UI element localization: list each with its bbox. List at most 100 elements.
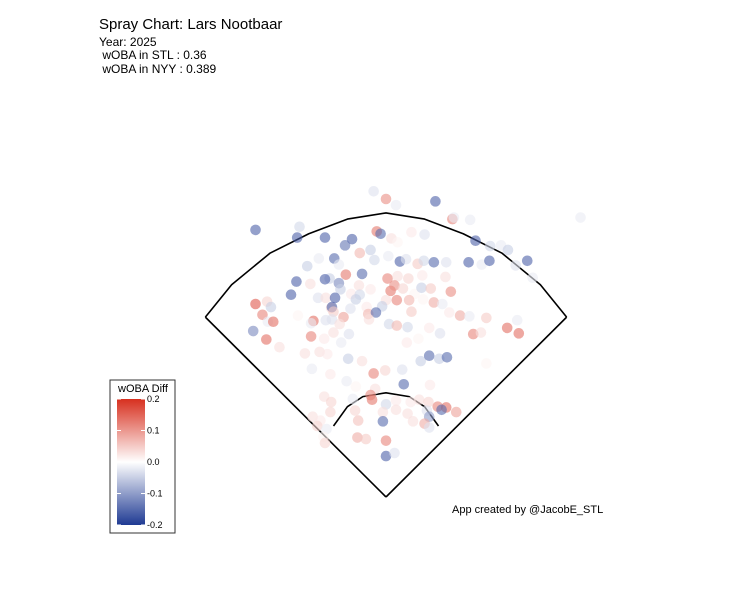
batted-ball-point <box>403 273 414 284</box>
batted-ball-point <box>428 257 440 268</box>
batted-ball-point <box>391 294 403 306</box>
batted-ball-point <box>305 331 317 342</box>
batted-ball-point <box>423 422 435 433</box>
batted-ball-point <box>450 406 462 418</box>
batted-ball-point <box>341 375 352 387</box>
left-foul-line <box>204 316 387 498</box>
batted-ball-point <box>301 260 313 272</box>
batted-ball-point <box>425 283 437 294</box>
batted-ball-point <box>423 350 435 362</box>
batted-ball-point <box>511 314 523 326</box>
batted-ball-point <box>463 257 474 268</box>
batted-ball-point <box>329 292 341 304</box>
batted-ball-point <box>325 406 336 418</box>
batted-ball-point <box>365 244 376 256</box>
batted-ball-point <box>319 273 331 285</box>
batted-ball-point <box>250 298 261 310</box>
batted-ball-point <box>360 433 372 445</box>
batted-ball-point <box>368 185 379 197</box>
batted-ball-point <box>436 404 447 416</box>
legend-tick-label: -0.1 <box>147 489 163 499</box>
batted-ball-point <box>274 341 285 353</box>
batted-ball-point <box>383 250 394 262</box>
batted-ball-point <box>267 316 279 328</box>
batted-ball-point <box>417 294 429 305</box>
batted-ball-point <box>392 270 403 282</box>
batted-ball-point <box>294 221 305 233</box>
legend-colorbar <box>117 399 145 525</box>
batted-ball-point <box>481 358 492 369</box>
batted-ball-point <box>347 393 359 405</box>
batted-ball-point <box>405 396 417 408</box>
batted-ball-point <box>407 416 419 427</box>
color-legend: wOBA Diff 0.2 0.1 0.0 -0.1 -0.2 <box>109 379 176 534</box>
batted-ball-point <box>440 257 452 268</box>
legend-tick-label: 0.1 <box>147 426 160 436</box>
batted-ball-point <box>328 327 339 338</box>
subtitle-woba-nyy: wOBA in NYY : 0.389 <box>99 62 217 76</box>
batted-ball-point <box>346 233 358 245</box>
batted-ball-point <box>369 254 380 266</box>
batted-ball-point <box>340 269 352 280</box>
batted-ball-point <box>464 214 476 226</box>
batted-ball-point <box>363 314 375 325</box>
batted-ball-point <box>390 404 402 416</box>
batted-ball-point <box>335 284 346 295</box>
batted-ball-point <box>312 292 324 304</box>
batted-ball-point <box>475 327 487 338</box>
batted-ball-point <box>484 240 496 252</box>
batted-ball-point <box>379 365 391 376</box>
batted-ball-point <box>434 328 446 339</box>
batted-ball-point <box>306 363 318 375</box>
batted-ball-point <box>299 348 311 359</box>
batted-ball-point <box>342 353 354 365</box>
batted-ball-point <box>265 301 277 313</box>
batted-ball-point <box>365 284 376 295</box>
legend-tick-label: 0.2 <box>147 394 160 404</box>
batted-ball-point <box>470 235 481 246</box>
batted-ball-point <box>366 394 378 406</box>
batted-ball-point <box>419 229 430 240</box>
batted-ball-point <box>402 408 413 419</box>
batted-ball-point <box>339 240 351 251</box>
batted-ball-point <box>400 253 412 265</box>
batted-ball-point <box>392 236 403 248</box>
legend-tick-label: 0.0 <box>147 457 160 467</box>
batted-ball-point <box>398 378 410 390</box>
batted-ball-point <box>313 253 325 264</box>
batted-ball-point <box>513 328 525 339</box>
batted-ball-points <box>247 185 586 462</box>
batted-ball-point <box>250 224 261 236</box>
batted-ball-point <box>349 405 361 416</box>
batted-ball-point <box>454 310 466 321</box>
batted-ball-point <box>333 259 345 270</box>
batted-ball-point <box>430 196 441 207</box>
batted-ball-point <box>390 199 402 211</box>
batted-ball-point <box>345 303 356 314</box>
batted-ball-point <box>322 348 333 360</box>
batted-ball-point <box>352 415 364 426</box>
batted-ball-point <box>261 334 272 345</box>
batted-ball-point <box>356 355 368 367</box>
batted-ball-point <box>415 355 427 367</box>
batted-ball-point <box>481 312 492 324</box>
batted-ball-point <box>335 337 347 348</box>
legend-title: wOBA Diff <box>117 383 169 395</box>
batted-ball-point <box>510 260 521 271</box>
credit-text: App created by @JacobE_STL <box>452 504 603 516</box>
batted-ball-point <box>403 294 415 306</box>
batted-ball-point <box>375 228 386 240</box>
batted-ball-point <box>389 280 400 291</box>
batted-ball-point <box>382 273 393 284</box>
batted-ball-point <box>444 307 455 318</box>
batted-ball-point <box>291 232 303 243</box>
batted-ball-point <box>350 294 362 305</box>
batted-ball-point <box>334 318 345 330</box>
batted-ball-point <box>305 278 316 290</box>
batted-ball-point <box>423 396 434 408</box>
batted-ball-point <box>406 226 417 238</box>
batted-ball-point <box>423 322 435 334</box>
batted-ball-point <box>413 394 425 406</box>
batted-ball-point <box>305 318 317 329</box>
